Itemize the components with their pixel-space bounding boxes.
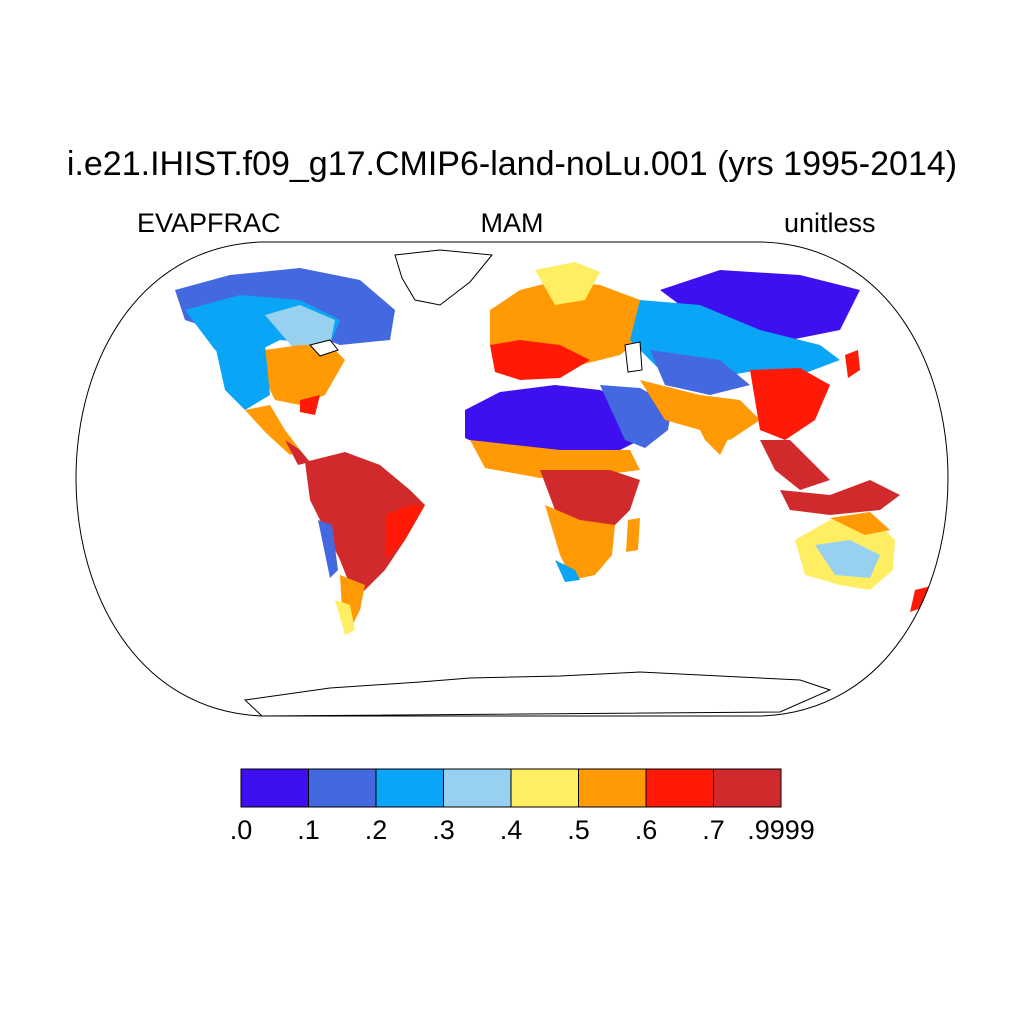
south-america-region — [335, 600, 355, 635]
north-america-region — [215, 345, 270, 410]
scandinavia-region — [535, 262, 600, 305]
sahel-region — [470, 440, 640, 478]
colorbar-swatch — [308, 768, 377, 808]
australia-region — [815, 540, 880, 578]
central-america-region — [285, 440, 310, 465]
colorbar-tick-label: .9999 — [747, 815, 815, 845]
south-america-region — [305, 452, 425, 598]
japan-region — [845, 350, 860, 378]
colorbar-tick-label: .0 — [229, 815, 253, 845]
colorbar-swatch — [713, 768, 782, 808]
variable-name: EVAPFRAC — [137, 208, 281, 238]
units-label: unitless — [784, 208, 876, 238]
colorbar-swatch — [578, 768, 647, 808]
colorbar-swatch — [375, 768, 444, 808]
antarctica-outline — [243, 671, 832, 716]
caspian-sea — [624, 341, 643, 373]
north-america-region — [265, 345, 345, 405]
north-america-region — [265, 305, 335, 350]
colorbar — [240, 768, 782, 808]
colorbar-swatch — [240, 768, 309, 808]
south-america-region — [318, 520, 338, 578]
europe-region — [490, 340, 590, 380]
australia-region — [830, 512, 890, 535]
great-lakes — [309, 339, 339, 357]
map-boundary — [75, 241, 949, 717]
colorbar-tick-label: .6 — [634, 815, 658, 845]
north-america-region — [300, 395, 320, 415]
asia-region — [650, 350, 750, 395]
greenland-outline — [394, 249, 493, 306]
plot-title: i.e21.IHIST.f09_g17.CMIP6-land-noLu.001 … — [66, 145, 958, 183]
colorbar-swatch — [443, 768, 512, 808]
africa-region — [545, 505, 615, 580]
season-label: MAM — [480, 208, 544, 238]
asia-region — [750, 368, 830, 440]
madagascar-region — [626, 518, 640, 552]
new-zealand-region — [910, 585, 935, 612]
colorbar-tick-label: .7 — [702, 815, 725, 845]
colorbar-tick-label: .5 — [567, 815, 590, 845]
south-america-region — [385, 505, 425, 560]
sahara-region — [465, 385, 640, 452]
colorbar-tick-label: .4 — [499, 815, 523, 845]
colorbar-tick-label: .3 — [432, 815, 455, 845]
india-region — [690, 410, 735, 455]
southeast-asia-region — [760, 440, 830, 490]
colorbar-swatch — [645, 768, 714, 808]
africa-region — [555, 560, 580, 582]
indonesia-region — [780, 480, 900, 515]
colorbar-swatch — [510, 768, 579, 808]
colorbar-tick-label: .1 — [297, 815, 320, 845]
land-field — [175, 249, 935, 716]
colorbar-tick-label: .2 — [364, 815, 388, 845]
central-america-region — [245, 405, 300, 455]
